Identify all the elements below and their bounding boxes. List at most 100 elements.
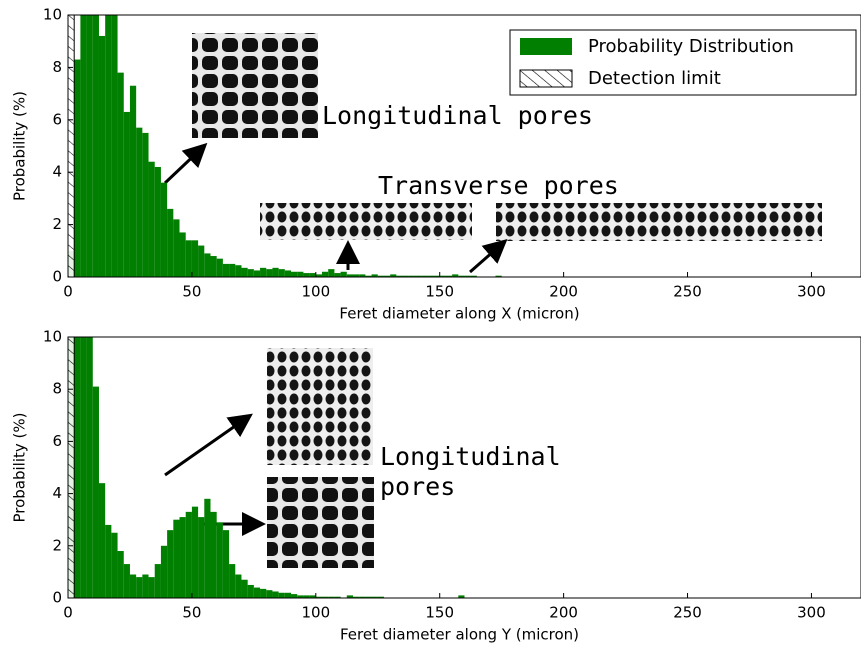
bar	[266, 590, 273, 598]
x-tick-label: 150	[425, 604, 454, 622]
bar	[408, 275, 415, 277]
bar	[322, 271, 329, 277]
bar	[74, 337, 81, 598]
bar	[377, 275, 384, 277]
bar	[297, 271, 304, 277]
x-axis-label: Feret diameter along X (micron)	[339, 305, 579, 323]
bar	[92, 15, 99, 277]
bar	[185, 511, 192, 598]
bar	[129, 574, 137, 598]
bar	[117, 551, 124, 598]
bar	[303, 595, 310, 598]
bar	[173, 519, 180, 598]
bar	[98, 35, 106, 277]
bar	[414, 275, 422, 277]
y-tick-label: 6	[52, 110, 62, 128]
bar	[284, 592, 292, 598]
bar	[433, 275, 440, 277]
bar	[315, 274, 323, 277]
bar	[198, 517, 205, 598]
bar	[179, 517, 186, 598]
bar	[445, 275, 453, 277]
bar	[142, 574, 149, 598]
bar	[390, 274, 397, 277]
y-axis-label: Probability (%)	[11, 412, 29, 522]
bar	[346, 274, 353, 277]
bar	[148, 577, 155, 598]
detection-limit	[68, 337, 75, 598]
bar	[495, 275, 502, 277]
bar	[204, 498, 211, 598]
annotation: Longitudinal	[380, 442, 561, 471]
bar	[111, 15, 118, 277]
bar	[136, 127, 143, 277]
y-tick-label: 10	[43, 328, 62, 346]
y-tick-label: 8	[52, 58, 62, 76]
x-tick-label: 200	[549, 604, 578, 622]
bar	[86, 337, 93, 598]
bar	[266, 269, 273, 277]
bar	[458, 595, 465, 598]
bar	[98, 483, 106, 598]
y-tick-label: 0	[52, 589, 62, 607]
bar	[216, 522, 223, 598]
bar	[185, 240, 192, 277]
bar	[421, 275, 428, 277]
bar	[142, 132, 149, 277]
bar	[272, 267, 279, 277]
x-tick-label: 250	[673, 283, 702, 301]
legend-swatch	[519, 69, 573, 88]
bar	[452, 274, 459, 277]
bar	[322, 596, 329, 598]
bar	[167, 208, 174, 277]
bar	[334, 596, 341, 598]
legend: Probability Distribution Detection limit	[509, 29, 857, 96]
bar	[179, 232, 186, 277]
annotation: Longitudinal pores	[322, 101, 593, 130]
bar	[371, 596, 378, 598]
x-tick-label: 250	[673, 604, 702, 622]
x-tick-label: 50	[182, 604, 201, 622]
x-axis-label: Feret diameter along Y (micron)	[340, 626, 579, 644]
bar	[229, 564, 236, 598]
bar	[371, 274, 378, 277]
bar	[439, 275, 446, 277]
bar	[117, 72, 124, 277]
bar	[191, 240, 199, 277]
bar	[222, 530, 230, 598]
bar	[167, 530, 174, 598]
bar	[253, 587, 261, 598]
bar	[253, 270, 261, 277]
bar	[80, 15, 87, 277]
bar	[291, 271, 298, 277]
bar	[309, 595, 316, 598]
bar	[383, 275, 391, 277]
legend-label: Detection limit	[588, 68, 721, 89]
y-tick-label: 4	[52, 163, 62, 181]
bar	[284, 270, 292, 277]
y-tick-label: 6	[52, 432, 62, 450]
bar	[260, 267, 267, 277]
bar	[92, 386, 99, 598]
bar	[427, 275, 434, 277]
bar	[377, 596, 384, 598]
bar	[365, 275, 372, 277]
bar	[396, 275, 403, 277]
x-tick-label: 0	[63, 283, 73, 301]
chart-body: 0 50 100 150 200 250 300 0 2 4 6 8 10 Feret diameter …	[11, 328, 861, 644]
y-tick-label: 2	[52, 536, 62, 554]
bar	[352, 274, 360, 277]
bar	[173, 219, 180, 277]
bar	[303, 273, 310, 277]
bar	[160, 182, 168, 277]
legend-label: Probability Distribution	[588, 36, 794, 57]
micrograph	[267, 348, 373, 465]
bar	[328, 596, 335, 598]
y-tick-label: 8	[52, 380, 62, 398]
bar	[210, 511, 217, 598]
bar	[229, 263, 236, 277]
annotation: Transverse pores	[378, 171, 619, 200]
annotation: pores	[380, 472, 455, 501]
bar	[464, 275, 471, 277]
